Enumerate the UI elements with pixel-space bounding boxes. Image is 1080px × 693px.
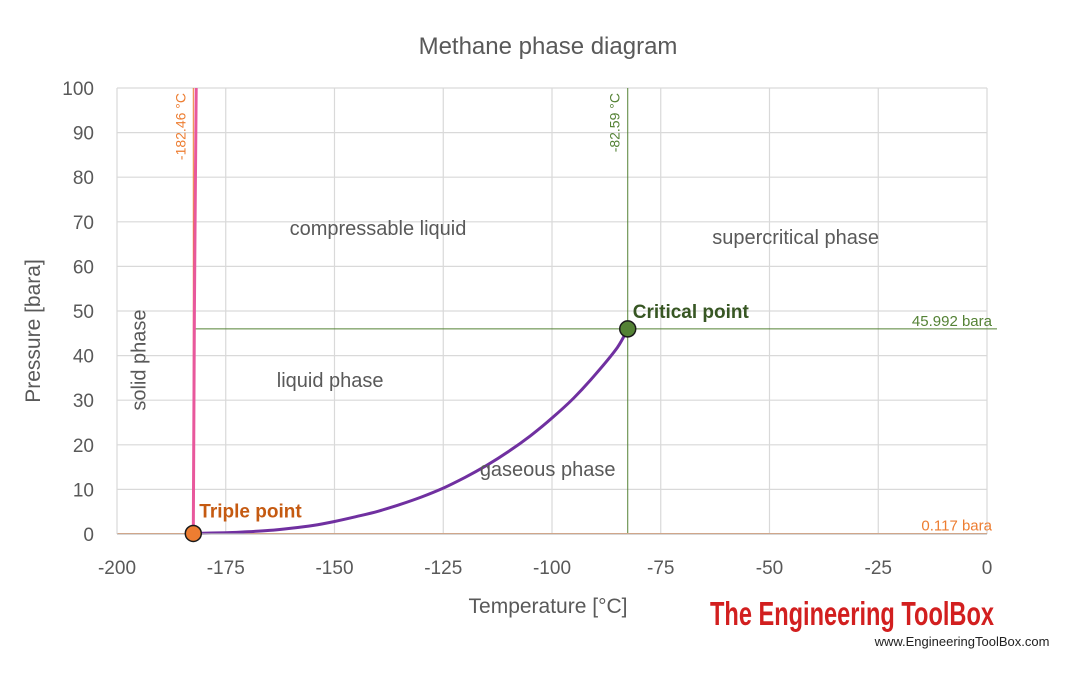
x-tick-label: -50 [756, 558, 783, 579]
point-marker [618, 320, 637, 338]
chart-title: Methane phase diagram [419, 33, 678, 60]
region-label: liquid phase [277, 370, 384, 392]
region-label: gaseous phase [480, 459, 616, 481]
x-tick-label: -200 [98, 558, 136, 579]
y-tick-label: 90 [73, 124, 94, 145]
series-lines [191, 87, 630, 535]
x-axis-title: Temperature [°C] [469, 595, 628, 618]
point-label: Triple point [199, 501, 302, 522]
brand-logo: The Engineering ToolBox [710, 595, 994, 632]
y-tick-label: 40 [73, 347, 94, 368]
x-tick-label: 0 [982, 558, 993, 579]
special-points: Triple point Critical point [184, 302, 750, 543]
x-tick-label: -175 [207, 558, 245, 579]
brand-url: www.EngineeringToolBox.com [874, 634, 1050, 649]
point-label: Critical point [633, 302, 750, 323]
y-tick-label: 70 [73, 213, 94, 234]
x-tick-label: -25 [865, 558, 892, 579]
reference-label-vertical: -82.59 °C [607, 93, 623, 152]
reference-label-vertical: -182.46 °C [172, 93, 188, 160]
reference-label-horizontal: 0.117 bara [921, 517, 992, 534]
reference-label-horizontal: 45.992 bara [912, 313, 993, 330]
y-tick-label: 60 [73, 257, 94, 278]
x-tick-label: -100 [533, 558, 571, 579]
y-tick-label: 100 [62, 79, 94, 100]
y-tick-label: 20 [73, 436, 94, 457]
x-tick-label: -150 [315, 558, 353, 579]
x-tick-label: -125 [424, 558, 462, 579]
y-tick-label: 0 [83, 525, 94, 546]
grid-lines [117, 87, 988, 534]
region-label: solid phase [128, 309, 150, 410]
y-tick-label: 80 [73, 168, 94, 189]
x-tick-label: -75 [647, 558, 674, 579]
y-tick-label: 30 [73, 391, 94, 412]
phase-boundary-line [191, 87, 198, 534]
y-axis-title: Pressure [bara] [22, 259, 45, 403]
axes: -200 -175 -150 -125 -100 -75 -50 -25 0 0 10 20 30 40 5… [62, 79, 992, 579]
y-tick-label: 10 [73, 480, 94, 501]
region-label: supercritical phase [712, 227, 879, 249]
point-marker [184, 524, 203, 543]
y-tick-label: 50 [73, 302, 94, 323]
region-label: compressable liquid [290, 218, 467, 240]
region-labels: compressable liquid supercritical phase li… [128, 218, 879, 481]
phase-boundary-line [193, 328, 630, 535]
